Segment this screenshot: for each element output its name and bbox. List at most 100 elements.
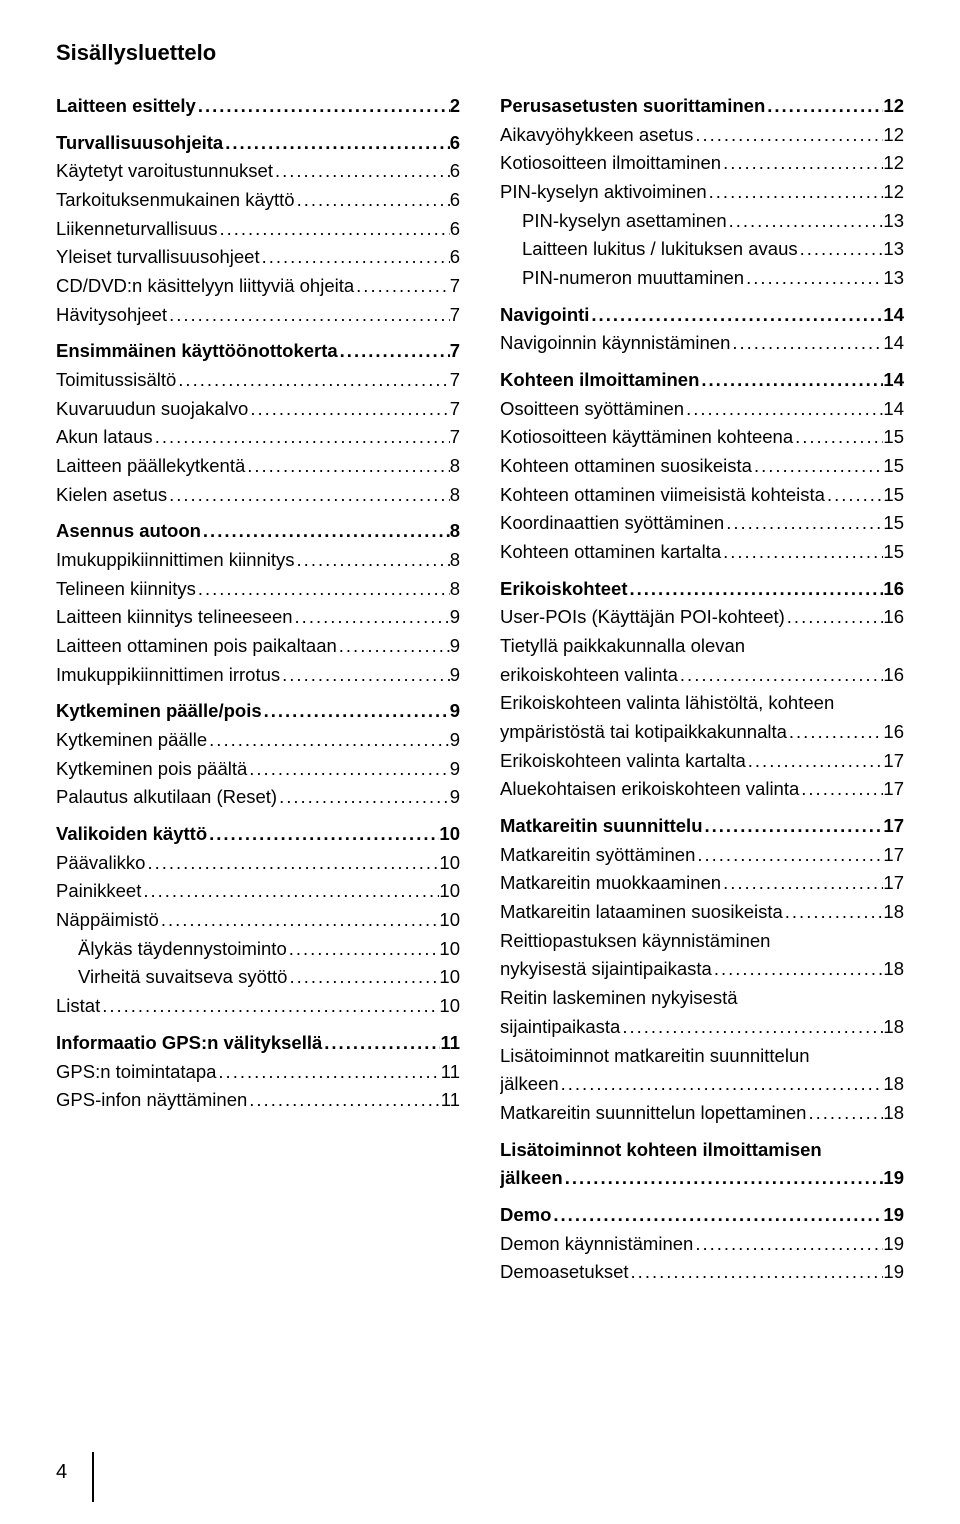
toc-line: Reittiopastuksen käynnistäminen	[500, 927, 904, 956]
toc-dots	[201, 517, 450, 546]
toc-label: Matkareitin lataaminen suosikeista	[500, 898, 783, 927]
toc-dots	[699, 366, 883, 395]
toc-page: 15	[883, 538, 904, 567]
toc-label: sijaintipaikasta	[500, 1013, 620, 1042]
toc-page: 15	[883, 423, 904, 452]
toc-dots	[176, 366, 449, 395]
toc-dots	[752, 452, 883, 481]
toc-label: Kytkeminen pois päältä	[56, 755, 247, 784]
toc-label: Osoitteen syöttäminen	[500, 395, 684, 424]
toc-line: Lisätoiminnot kohteen ilmoittamisen	[500, 1136, 904, 1165]
toc-page: 12	[883, 178, 904, 207]
toc-dots	[167, 301, 450, 330]
toc-dots	[806, 1099, 883, 1128]
toc-dots	[799, 775, 883, 804]
toc-dots	[695, 841, 883, 870]
toc-page: 9	[450, 603, 460, 632]
toc-page: 17	[883, 747, 904, 776]
toc-line: Imukuppikiinnittimen irrotus9	[56, 661, 460, 690]
toc-line: Turvallisuusohjeita6	[56, 129, 460, 158]
toc-page: 9	[450, 697, 460, 726]
toc-dots	[295, 546, 450, 575]
toc-line: GPS:n toimintatapa11	[56, 1058, 460, 1087]
toc-dots	[746, 747, 884, 776]
toc-dots	[167, 481, 450, 510]
toc-label: Tietyllä paikkakunnalla olevan	[500, 632, 745, 661]
toc-spacer	[500, 358, 904, 366]
toc-line: Listat10	[56, 992, 460, 1021]
toc-dots	[620, 1013, 883, 1042]
toc-dots	[703, 812, 884, 841]
toc-spacer	[56, 329, 460, 337]
toc-dots	[248, 395, 449, 424]
toc-label: Kielen asetus	[56, 481, 167, 510]
toc-label: Matkareitin muokkaaminen	[500, 869, 721, 898]
toc-line: jälkeen18	[500, 1070, 904, 1099]
toc-label: Kotiosoitteen ilmoittaminen	[500, 149, 721, 178]
toc-page: 19	[883, 1201, 904, 1230]
toc-label: Ensimmäinen käyttöönottokerta	[56, 337, 338, 366]
toc-page: 19	[883, 1164, 904, 1193]
toc-line: Kotiosoitteen käyttäminen kohteena15	[500, 423, 904, 452]
toc-spacer	[500, 804, 904, 812]
toc-page: 12	[883, 149, 904, 178]
toc-page: 7	[450, 272, 460, 301]
toc-page: 9	[450, 726, 460, 755]
toc-label: Matkareitin suunnittelu	[500, 812, 703, 841]
toc-line: Virheitä suvaitseva syöttö10	[56, 963, 460, 992]
toc-line: Erikoiskohteet16	[500, 575, 904, 604]
toc-dots	[337, 632, 450, 661]
toc-line: PIN-kyselyn asettaminen13	[500, 207, 904, 236]
toc-dots	[260, 243, 450, 272]
toc-page: 17	[883, 775, 904, 804]
toc-line: User-POIs (Käyttäjän POI-kohteet)16	[500, 603, 904, 632]
toc-line: Kohteen ilmoittaminen14	[500, 366, 904, 395]
toc-line: Tarkoituksenmukainen käyttö6	[56, 186, 460, 215]
toc-page: 8	[450, 481, 460, 510]
toc-dots	[744, 264, 883, 293]
toc-line: Painikkeet10	[56, 877, 460, 906]
toc-dots	[589, 301, 883, 330]
toc-line: Älykäs täydennystoiminto10	[56, 935, 460, 964]
toc-dots	[793, 423, 883, 452]
toc-page: 7	[450, 337, 460, 366]
toc-dots	[100, 992, 439, 1021]
toc-line: Akun lataus7	[56, 423, 460, 452]
toc-dots	[216, 1058, 440, 1087]
toc-label: Liikenneturvallisuus	[56, 215, 217, 244]
toc-spacer	[56, 812, 460, 820]
toc-line: Demo19	[500, 1201, 904, 1230]
toc-line: GPS-infon näyttäminen11	[56, 1086, 460, 1115]
toc-page: 18	[883, 1013, 904, 1042]
toc-dots	[551, 1201, 883, 1230]
toc-page: 18	[883, 955, 904, 984]
toc-line: Laitteen lukitus / lukituksen avaus13	[500, 235, 904, 264]
toc-line: Koordinaattien syöttäminen15	[500, 509, 904, 538]
toc-dots	[354, 272, 450, 301]
toc-page: 6	[450, 215, 460, 244]
toc-dots	[712, 955, 884, 984]
toc-line: Asennus autoon8	[56, 517, 460, 546]
toc-page: 10	[439, 877, 460, 906]
toc-line: PIN-numeron muuttaminen13	[500, 264, 904, 293]
toc-label: Perusasetusten suorittaminen	[500, 92, 765, 121]
toc-label: Informaatio GPS:n välityksellä	[56, 1029, 322, 1058]
toc-page: 9	[450, 632, 460, 661]
toc-page: 7	[450, 423, 460, 452]
toc-dots	[785, 603, 884, 632]
page-number-divider	[92, 1452, 94, 1502]
toc-label: Hävitysohjeet	[56, 301, 167, 330]
toc-line: Imukuppikiinnittimen kiinnitys8	[56, 546, 460, 575]
toc-page: 15	[883, 509, 904, 538]
toc-label: Yleiset turvallisuusohjeet	[56, 243, 260, 272]
toc-label: Palautus alkutilaan (Reset)	[56, 783, 277, 812]
toc-page: 6	[450, 186, 460, 215]
toc-line: CD/DVD:n käsittelyyn liittyviä ohjeita7	[56, 272, 460, 301]
toc-label: nykyisestä sijaintipaikasta	[500, 955, 712, 984]
toc-dots	[295, 186, 450, 215]
toc-label: Reittiopastuksen käynnistäminen	[500, 927, 770, 956]
toc-line: Kytkeminen pois päältä9	[56, 755, 460, 784]
toc-line: Ensimmäinen käyttöönottokerta 7	[56, 337, 460, 366]
toc-page: 19	[883, 1258, 904, 1287]
toc-label: Laitteen ottaminen pois paikaltaan	[56, 632, 337, 661]
